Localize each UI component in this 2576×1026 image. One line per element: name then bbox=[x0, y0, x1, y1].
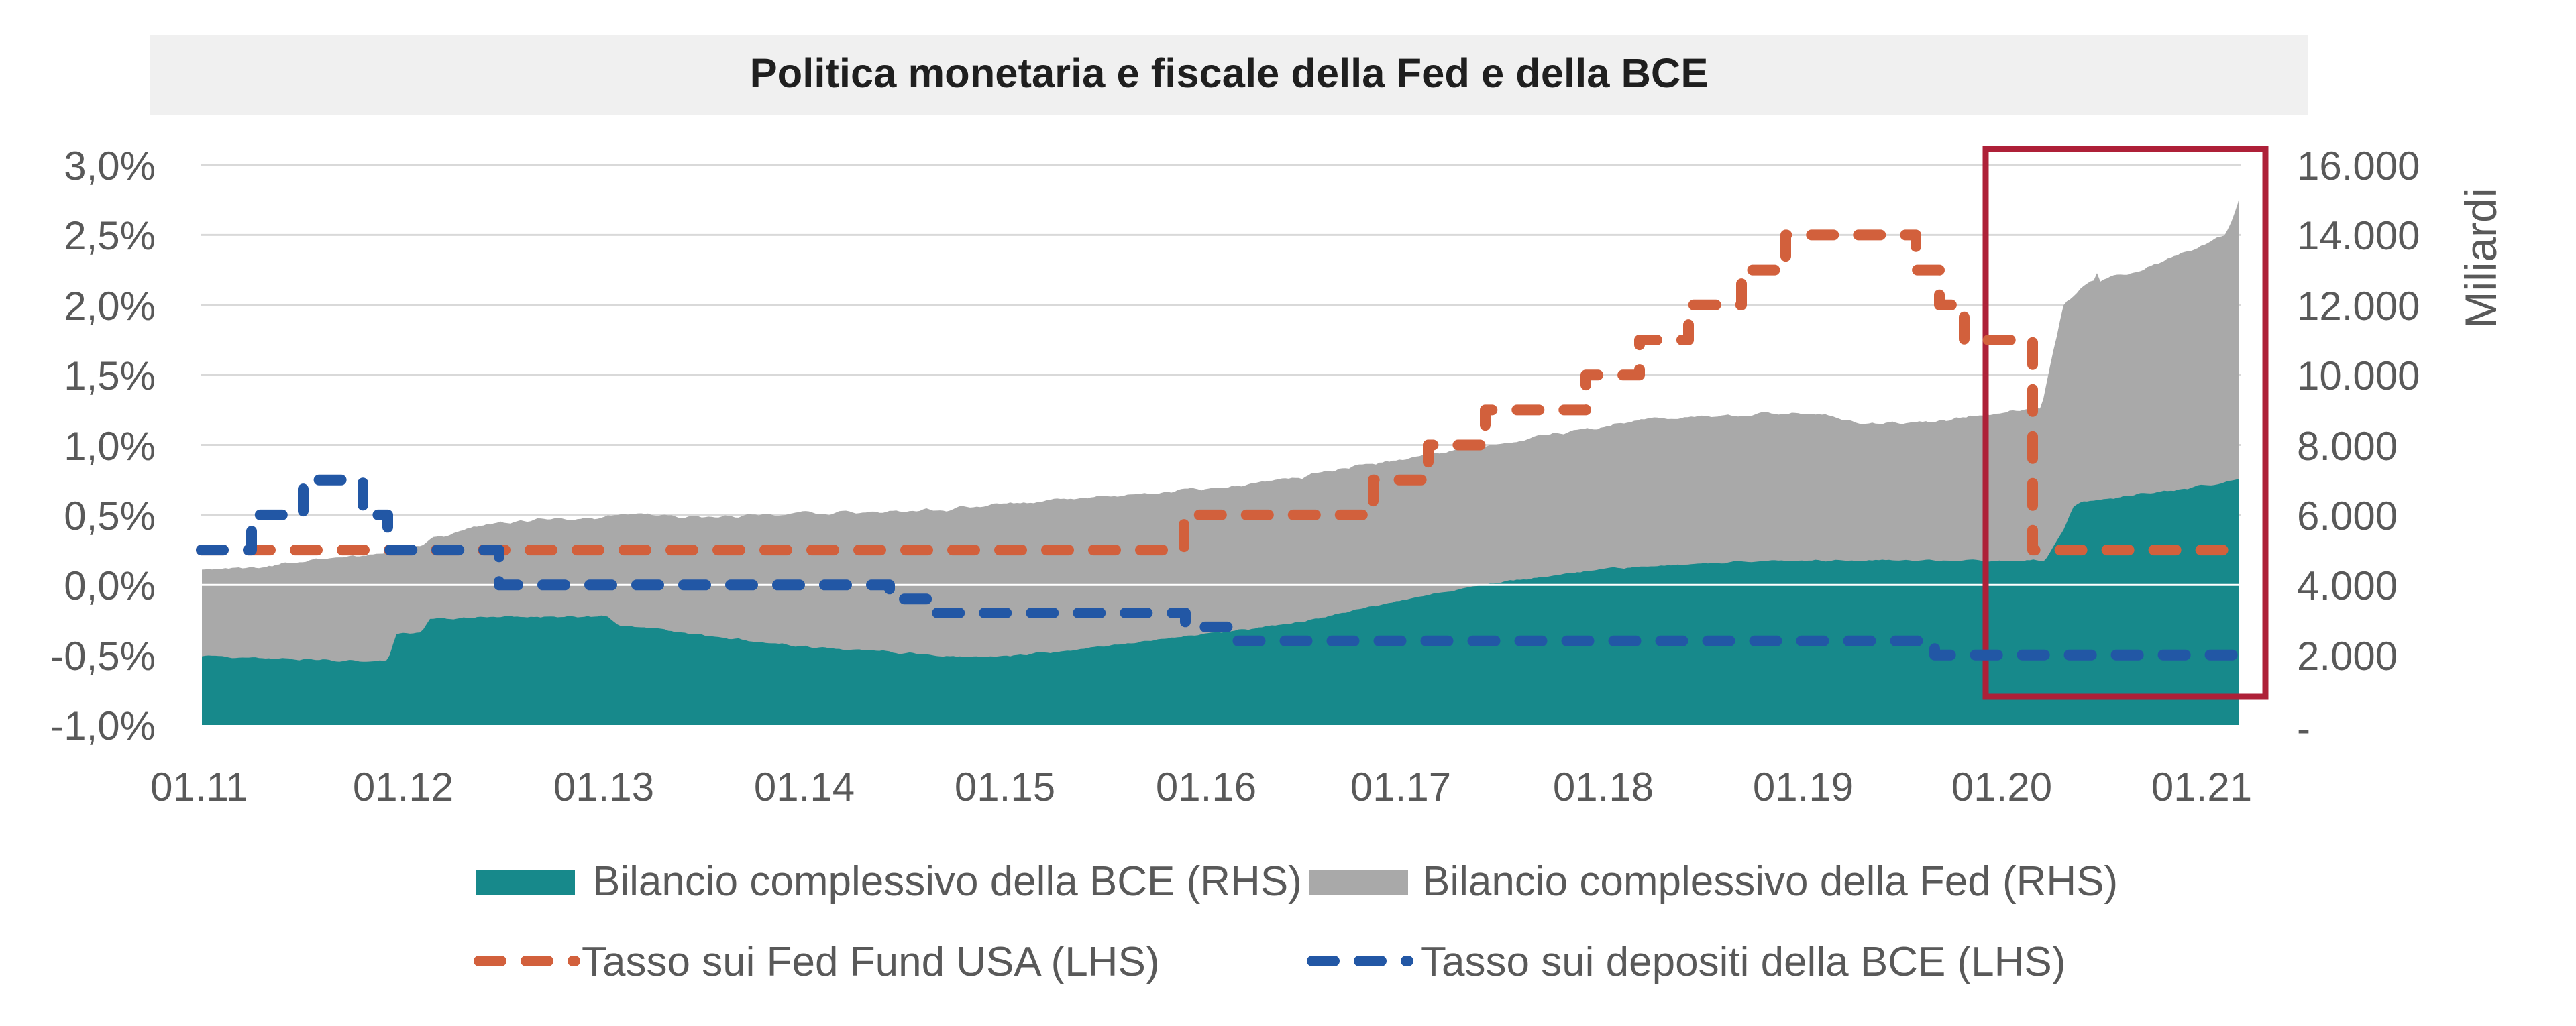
svg-text:12.000: 12.000 bbox=[2297, 284, 2420, 329]
svg-text:10.000: 10.000 bbox=[2297, 353, 2420, 398]
svg-text:14.000: 14.000 bbox=[2297, 213, 2420, 258]
svg-text:6.000: 6.000 bbox=[2297, 494, 2398, 538]
svg-text:01.17: 01.17 bbox=[1350, 764, 1451, 809]
svg-text:2,5%: 2,5% bbox=[64, 213, 156, 258]
svg-text:8.000: 8.000 bbox=[2297, 424, 2398, 469]
svg-text:01.16: 01.16 bbox=[1156, 764, 1256, 809]
svg-text:-0,5%: -0,5% bbox=[50, 634, 156, 679]
svg-text:-: - bbox=[2297, 706, 2310, 751]
svg-text:Politica monetaria e fiscale d: Politica monetaria e fiscale della Fed e… bbox=[750, 50, 1709, 97]
svg-text:01.12: 01.12 bbox=[353, 764, 453, 809]
svg-text:2.000: 2.000 bbox=[2297, 634, 2398, 679]
svg-text:01.14: 01.14 bbox=[754, 764, 855, 809]
svg-text:Tasso sui Fed Fund USA (LHS): Tasso sui Fed Fund USA (LHS) bbox=[582, 939, 1159, 985]
svg-text:01.11: 01.11 bbox=[150, 764, 248, 809]
svg-text:01.13: 01.13 bbox=[553, 764, 654, 809]
svg-text:-1,0%: -1,0% bbox=[50, 703, 156, 748]
svg-text:01.15: 01.15 bbox=[955, 764, 1055, 809]
svg-text:01.19: 01.19 bbox=[1753, 764, 1854, 809]
svg-text:1,5%: 1,5% bbox=[64, 353, 156, 398]
svg-text:01.20: 01.20 bbox=[1951, 764, 2052, 809]
svg-text:2,0%: 2,0% bbox=[64, 284, 156, 329]
svg-text:Bilancio complessivo della BCE: Bilancio complessivo della BCE (RHS) bbox=[592, 858, 1302, 905]
svg-text:0,0%: 0,0% bbox=[64, 563, 156, 608]
svg-text:01.21: 01.21 bbox=[2151, 764, 2252, 809]
svg-text:0,5%: 0,5% bbox=[64, 494, 156, 538]
svg-text:1,0%: 1,0% bbox=[64, 424, 156, 469]
svg-text:3,0%: 3,0% bbox=[64, 144, 156, 188]
svg-text:Miliardi: Miliardi bbox=[2456, 188, 2506, 328]
svg-text:Tasso sui depositi della BCE (: Tasso sui depositi della BCE (LHS) bbox=[1421, 939, 2065, 985]
svg-text:Bilancio complessivo della Fed: Bilancio complessivo della Fed (RHS) bbox=[1422, 858, 2118, 905]
svg-text:16.000: 16.000 bbox=[2297, 144, 2420, 188]
svg-text:01.18: 01.18 bbox=[1553, 764, 1654, 809]
svg-text:4.000: 4.000 bbox=[2297, 563, 2398, 608]
